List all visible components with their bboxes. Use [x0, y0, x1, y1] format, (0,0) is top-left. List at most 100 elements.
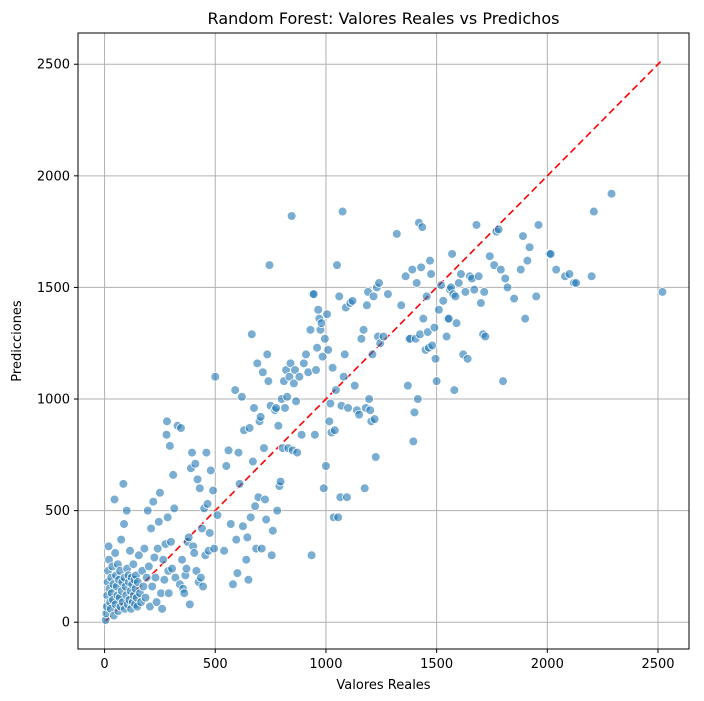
data-point [201, 447, 212, 458]
data-point [289, 378, 299, 389]
data-point [299, 358, 309, 369]
data-point [364, 394, 374, 404]
data-point [403, 380, 413, 391]
data-point [333, 512, 343, 523]
data-point [325, 398, 336, 409]
data-point [306, 550, 317, 561]
data-point [316, 318, 327, 328]
data-point [408, 436, 419, 447]
data-point [657, 287, 668, 297]
data-point [150, 572, 161, 583]
data-point [194, 483, 205, 494]
points-layer [100, 188, 668, 625]
data-point [409, 407, 420, 418]
data-point [318, 483, 329, 494]
data-point [321, 461, 331, 471]
x-tick-label: 0 [100, 657, 108, 672]
data-point [255, 412, 266, 422]
data-point [337, 206, 348, 217]
data-point [119, 519, 129, 529]
data-point [323, 345, 333, 355]
data-point [225, 519, 236, 529]
y-tick-label: 2500 [37, 58, 70, 73]
data-point [338, 371, 349, 382]
data-point [238, 521, 248, 532]
data-point [431, 376, 442, 386]
data-point [268, 525, 278, 536]
data-point [110, 548, 120, 558]
data-point [285, 358, 296, 369]
data-point [362, 300, 372, 311]
data-point [500, 273, 511, 284]
data-point [349, 380, 360, 391]
data-point [522, 255, 533, 266]
data-point [310, 429, 320, 440]
data-point [258, 367, 268, 378]
y-axis-label: Predicciones [10, 300, 25, 382]
data-point [241, 554, 252, 565]
data-point [162, 512, 173, 523]
data-point [232, 568, 243, 578]
data-point [368, 291, 379, 302]
data-point [230, 385, 240, 395]
data-point [159, 575, 170, 585]
data-point [518, 231, 528, 241]
data-point [369, 414, 380, 424]
data-point [441, 331, 452, 342]
data-point [245, 512, 256, 523]
data-point [248, 456, 258, 467]
data-point [261, 514, 271, 525]
data-point [128, 559, 139, 569]
data-point [586, 271, 597, 282]
data-point [436, 280, 446, 291]
data-point [234, 479, 245, 489]
data-point [259, 443, 269, 453]
x-tick-label: 1500 [420, 657, 453, 672]
data-point [231, 534, 242, 545]
data-point [166, 537, 176, 547]
plot-frame [77, 32, 690, 650]
data-point [359, 483, 370, 494]
data-point [430, 354, 441, 364]
data-point [208, 485, 218, 496]
data-point [493, 224, 504, 235]
data-point [149, 552, 160, 563]
data-point [489, 260, 499, 270]
data-point [157, 604, 167, 614]
data-point [334, 291, 345, 302]
data-point [187, 447, 197, 458]
data-point [502, 282, 513, 293]
data-point [313, 304, 323, 315]
data-point [312, 342, 322, 353]
data-point [305, 325, 316, 335]
data-point [308, 289, 319, 299]
data-point [324, 416, 335, 427]
data-point [244, 423, 255, 433]
data-point [152, 543, 163, 554]
data-point [322, 309, 332, 320]
data-point [524, 242, 535, 253]
data-point [533, 220, 544, 230]
data-point [545, 249, 556, 259]
data-point [272, 505, 283, 516]
data-point [198, 581, 208, 592]
data-point [426, 269, 436, 279]
data-point [422, 327, 433, 337]
x-tick-label: 2000 [531, 657, 564, 672]
data-point [294, 371, 305, 382]
data-point [471, 220, 482, 230]
data-point [148, 496, 159, 507]
data-point [498, 376, 508, 386]
data-point [391, 229, 402, 239]
data-point [210, 371, 221, 382]
data-point [142, 505, 153, 516]
y-tick-label: 500 [45, 504, 70, 519]
data-point [473, 271, 484, 282]
data-point [155, 487, 165, 498]
data-point [249, 403, 259, 413]
data-point [374, 278, 384, 288]
data-point [139, 543, 150, 554]
data-point [256, 543, 267, 554]
